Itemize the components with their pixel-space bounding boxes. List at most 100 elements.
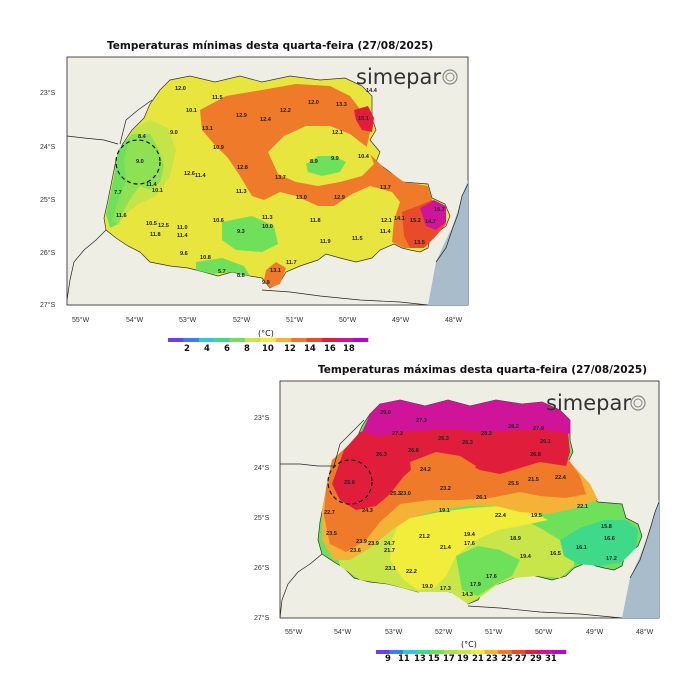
min-highlight-circle: [115, 139, 161, 185]
station-value: 21.2: [419, 534, 430, 540]
min-orange-south: [264, 262, 286, 288]
station-value: 13.7: [275, 175, 286, 181]
station-value: 12.6: [184, 171, 195, 177]
station-value: 15.7: [434, 207, 445, 213]
ocean: [622, 381, 659, 618]
colorbar-segment: [376, 650, 390, 654]
colorbar-label: 4: [204, 344, 210, 354]
station-value: 22.2: [406, 569, 417, 575]
station-value: 11.3: [262, 215, 273, 221]
colorbar-label: 23: [486, 654, 498, 664]
station-value: 12.5: [158, 223, 169, 229]
station-value: 11.0: [177, 225, 188, 231]
station-value: 29.0: [380, 410, 391, 416]
colorbar-segment: [471, 650, 485, 654]
border-lines: [67, 99, 468, 305]
max-green-sw: [456, 546, 520, 596]
colorbar-label: 17: [443, 654, 455, 664]
max-lat-23: 23°S: [254, 414, 270, 422]
station-value: 12.2: [280, 108, 291, 114]
station-value: 24.3: [362, 508, 373, 514]
station-value: 28.3: [481, 431, 492, 437]
station-value: 21.5: [528, 477, 539, 483]
colorbar-segment: [416, 650, 431, 654]
max-magenta-north: [362, 400, 570, 436]
station-value: 19.4: [464, 532, 476, 538]
station-value: 11.5: [212, 95, 223, 101]
station-value: 22.7: [324, 510, 335, 516]
border-lines: [280, 419, 659, 618]
station-value: 21.7: [384, 548, 395, 554]
min-station-values: 12.0 11.5 10.1 13.1 12.9 12.4 12.2 12.0 …: [114, 86, 445, 286]
max-lon-51: 51°W: [485, 628, 503, 636]
station-value: 23.1: [385, 566, 396, 572]
min-unit: (°C): [258, 329, 274, 338]
max-lat-26: 26°S: [254, 564, 270, 572]
station-value: 23.9: [356, 539, 367, 545]
station-value: 26.3: [376, 452, 387, 458]
station-value: 13.0: [296, 195, 307, 201]
station-value: 9.0: [170, 130, 178, 136]
colorbar-segment: [306, 338, 323, 342]
colorbar-label: 19: [457, 654, 469, 664]
min-colorbar-labels: 2 4 6 8 10 12 14 16 18: [184, 344, 355, 354]
station-value: 19.1: [439, 508, 450, 514]
station-value: 12.1: [381, 218, 392, 224]
station-value: 13.1: [202, 126, 213, 132]
station-value: 23.6: [350, 548, 361, 554]
station-value: 9.9: [262, 280, 270, 286]
max-logo: simepar: [546, 391, 631, 415]
min-green-center: [306, 156, 346, 176]
station-value: 14.7: [425, 219, 436, 225]
max-red-north: [332, 418, 570, 510]
station-value: 16.5: [550, 551, 561, 557]
colorbar-segment: [229, 338, 246, 342]
station-value: 26.3: [462, 440, 473, 446]
min-red-ne: [354, 106, 374, 132]
station-value: 13.3: [336, 102, 347, 108]
station-value: 11.7: [286, 260, 297, 266]
min-lat-24: 24°S: [40, 143, 56, 151]
min-lon-54: 54°W: [126, 316, 144, 324]
station-value: 24.7: [384, 541, 395, 547]
max-green-se: [560, 520, 638, 566]
station-value: 10.0: [262, 224, 273, 230]
station-value: 12.4: [260, 117, 272, 123]
station-value: 10.8: [200, 255, 211, 261]
station-value: 26.6: [408, 448, 419, 454]
min-lat-23: 23°S: [40, 89, 56, 97]
station-value: 26.8: [530, 452, 541, 458]
station-value: 19.5: [531, 513, 542, 519]
station-value: 15.8: [601, 524, 612, 530]
colorbar-segment: [168, 338, 184, 342]
station-value: 16.1: [576, 545, 587, 551]
colorbar-segment: [321, 338, 338, 342]
min-lon-48: 48°W: [445, 316, 463, 324]
min-lightgreen-west: [112, 120, 176, 226]
station-value: 12.0: [175, 86, 186, 92]
station-value: 19.4: [520, 554, 532, 560]
station-value: 12.0: [308, 100, 319, 106]
colorbar-label: 25: [501, 654, 513, 664]
min-lat-25: 25°S: [40, 196, 56, 204]
station-value: 11.8: [310, 218, 321, 224]
station-value: 27.3: [392, 431, 403, 437]
station-value: 11.4: [177, 233, 188, 239]
colorbar-label: 15: [428, 654, 440, 664]
min-lon-51: 51°W: [286, 316, 304, 324]
max-lat-25: 25°S: [254, 514, 270, 522]
station-value: 8.8: [237, 273, 245, 279]
station-value: 23.0: [400, 491, 411, 497]
station-value: 12.9: [334, 195, 345, 201]
station-value: 17.3: [440, 586, 451, 592]
max-temp-map: simepar 23°S 24°S 25°S 26°S 27°S 55°W 54…: [254, 380, 660, 664]
station-value: 21.4: [440, 545, 452, 551]
min-green-south: [222, 216, 278, 252]
min-lon-52: 52°W: [233, 316, 251, 324]
max-lon-54: 54°W: [334, 628, 352, 636]
colorbar-segment: [430, 650, 445, 654]
station-value: 15.2: [410, 218, 421, 224]
colorbar-label: 6: [224, 344, 230, 354]
max-lon-50: 50°W: [535, 628, 553, 636]
